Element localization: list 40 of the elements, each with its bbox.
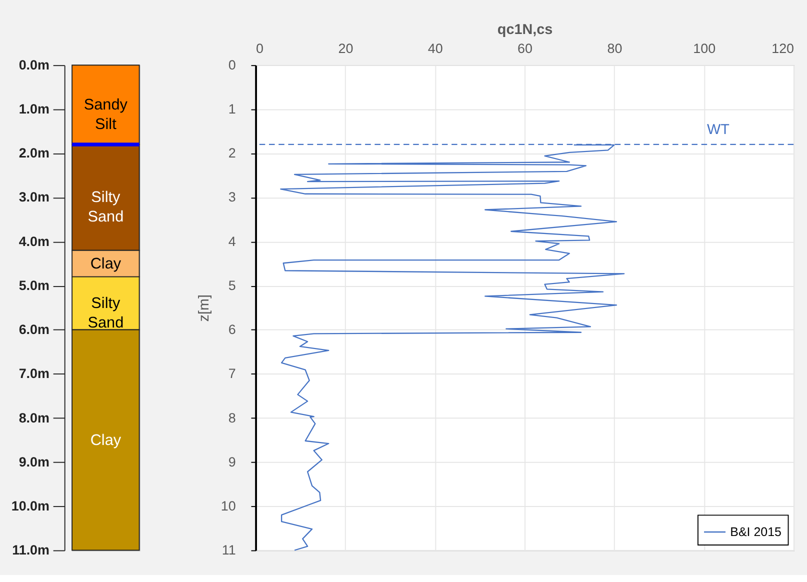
series-label: Silty Sand xyxy=(88,295,124,332)
y-tick-label: 11.0m xyxy=(12,542,50,558)
y-tick-label: 0 xyxy=(228,57,236,72)
ref-line-label: WT xyxy=(707,122,730,138)
y-tick-label: 1 xyxy=(228,102,236,117)
x-tick-label: 60 xyxy=(518,41,533,56)
legend-label: B&I 2015 xyxy=(730,524,782,539)
x-tick-label: 80 xyxy=(607,41,622,56)
y-tick-label: 7.0m xyxy=(18,366,50,382)
y-tick-label: 4.0m xyxy=(18,234,50,249)
y-tick-label: 6.0m xyxy=(18,322,50,338)
x-tick-label: 0 xyxy=(256,41,264,56)
y-tick-label: 6 xyxy=(228,322,236,338)
x-axis-title: qc1N,cs xyxy=(497,22,553,38)
y-tick-label: 9.0m xyxy=(18,454,50,470)
y-tick-label: 3.0m xyxy=(18,190,50,205)
y-tick-label: 9 xyxy=(228,454,236,470)
y-tick-label: 10.0m xyxy=(11,498,50,514)
y-tick-label: 8 xyxy=(228,410,236,426)
y-tick-label: 2 xyxy=(228,146,236,161)
series-label: Clay xyxy=(90,255,122,272)
series-label: Sandy Silt xyxy=(84,96,128,133)
y-tick-label: 1.0m xyxy=(18,102,50,117)
y-tick-label: 5 xyxy=(228,278,236,293)
y-tick-label: 5.0m xyxy=(18,278,50,293)
x-tick-label: 100 xyxy=(693,41,716,56)
y-axis-title: z[m] xyxy=(196,294,212,322)
y-tick-label: 4 xyxy=(228,234,236,249)
x-tick-label: 40 xyxy=(428,41,443,56)
x-tick-label: 20 xyxy=(338,41,354,56)
y-tick-label: 11 xyxy=(222,542,236,558)
series-label: Clay xyxy=(90,432,122,449)
y-tick-label: 3 xyxy=(228,190,236,205)
y-tick-label: 2.0m xyxy=(18,146,50,161)
y-tick-label: 10 xyxy=(220,498,236,514)
x-tick-label: 120 xyxy=(772,41,794,56)
y-tick-label: 7 xyxy=(228,366,236,382)
y-tick-label: 8.0m xyxy=(18,410,50,426)
series-label: Silty Sand xyxy=(88,189,124,226)
y-tick-label: 0.0m xyxy=(18,57,50,72)
